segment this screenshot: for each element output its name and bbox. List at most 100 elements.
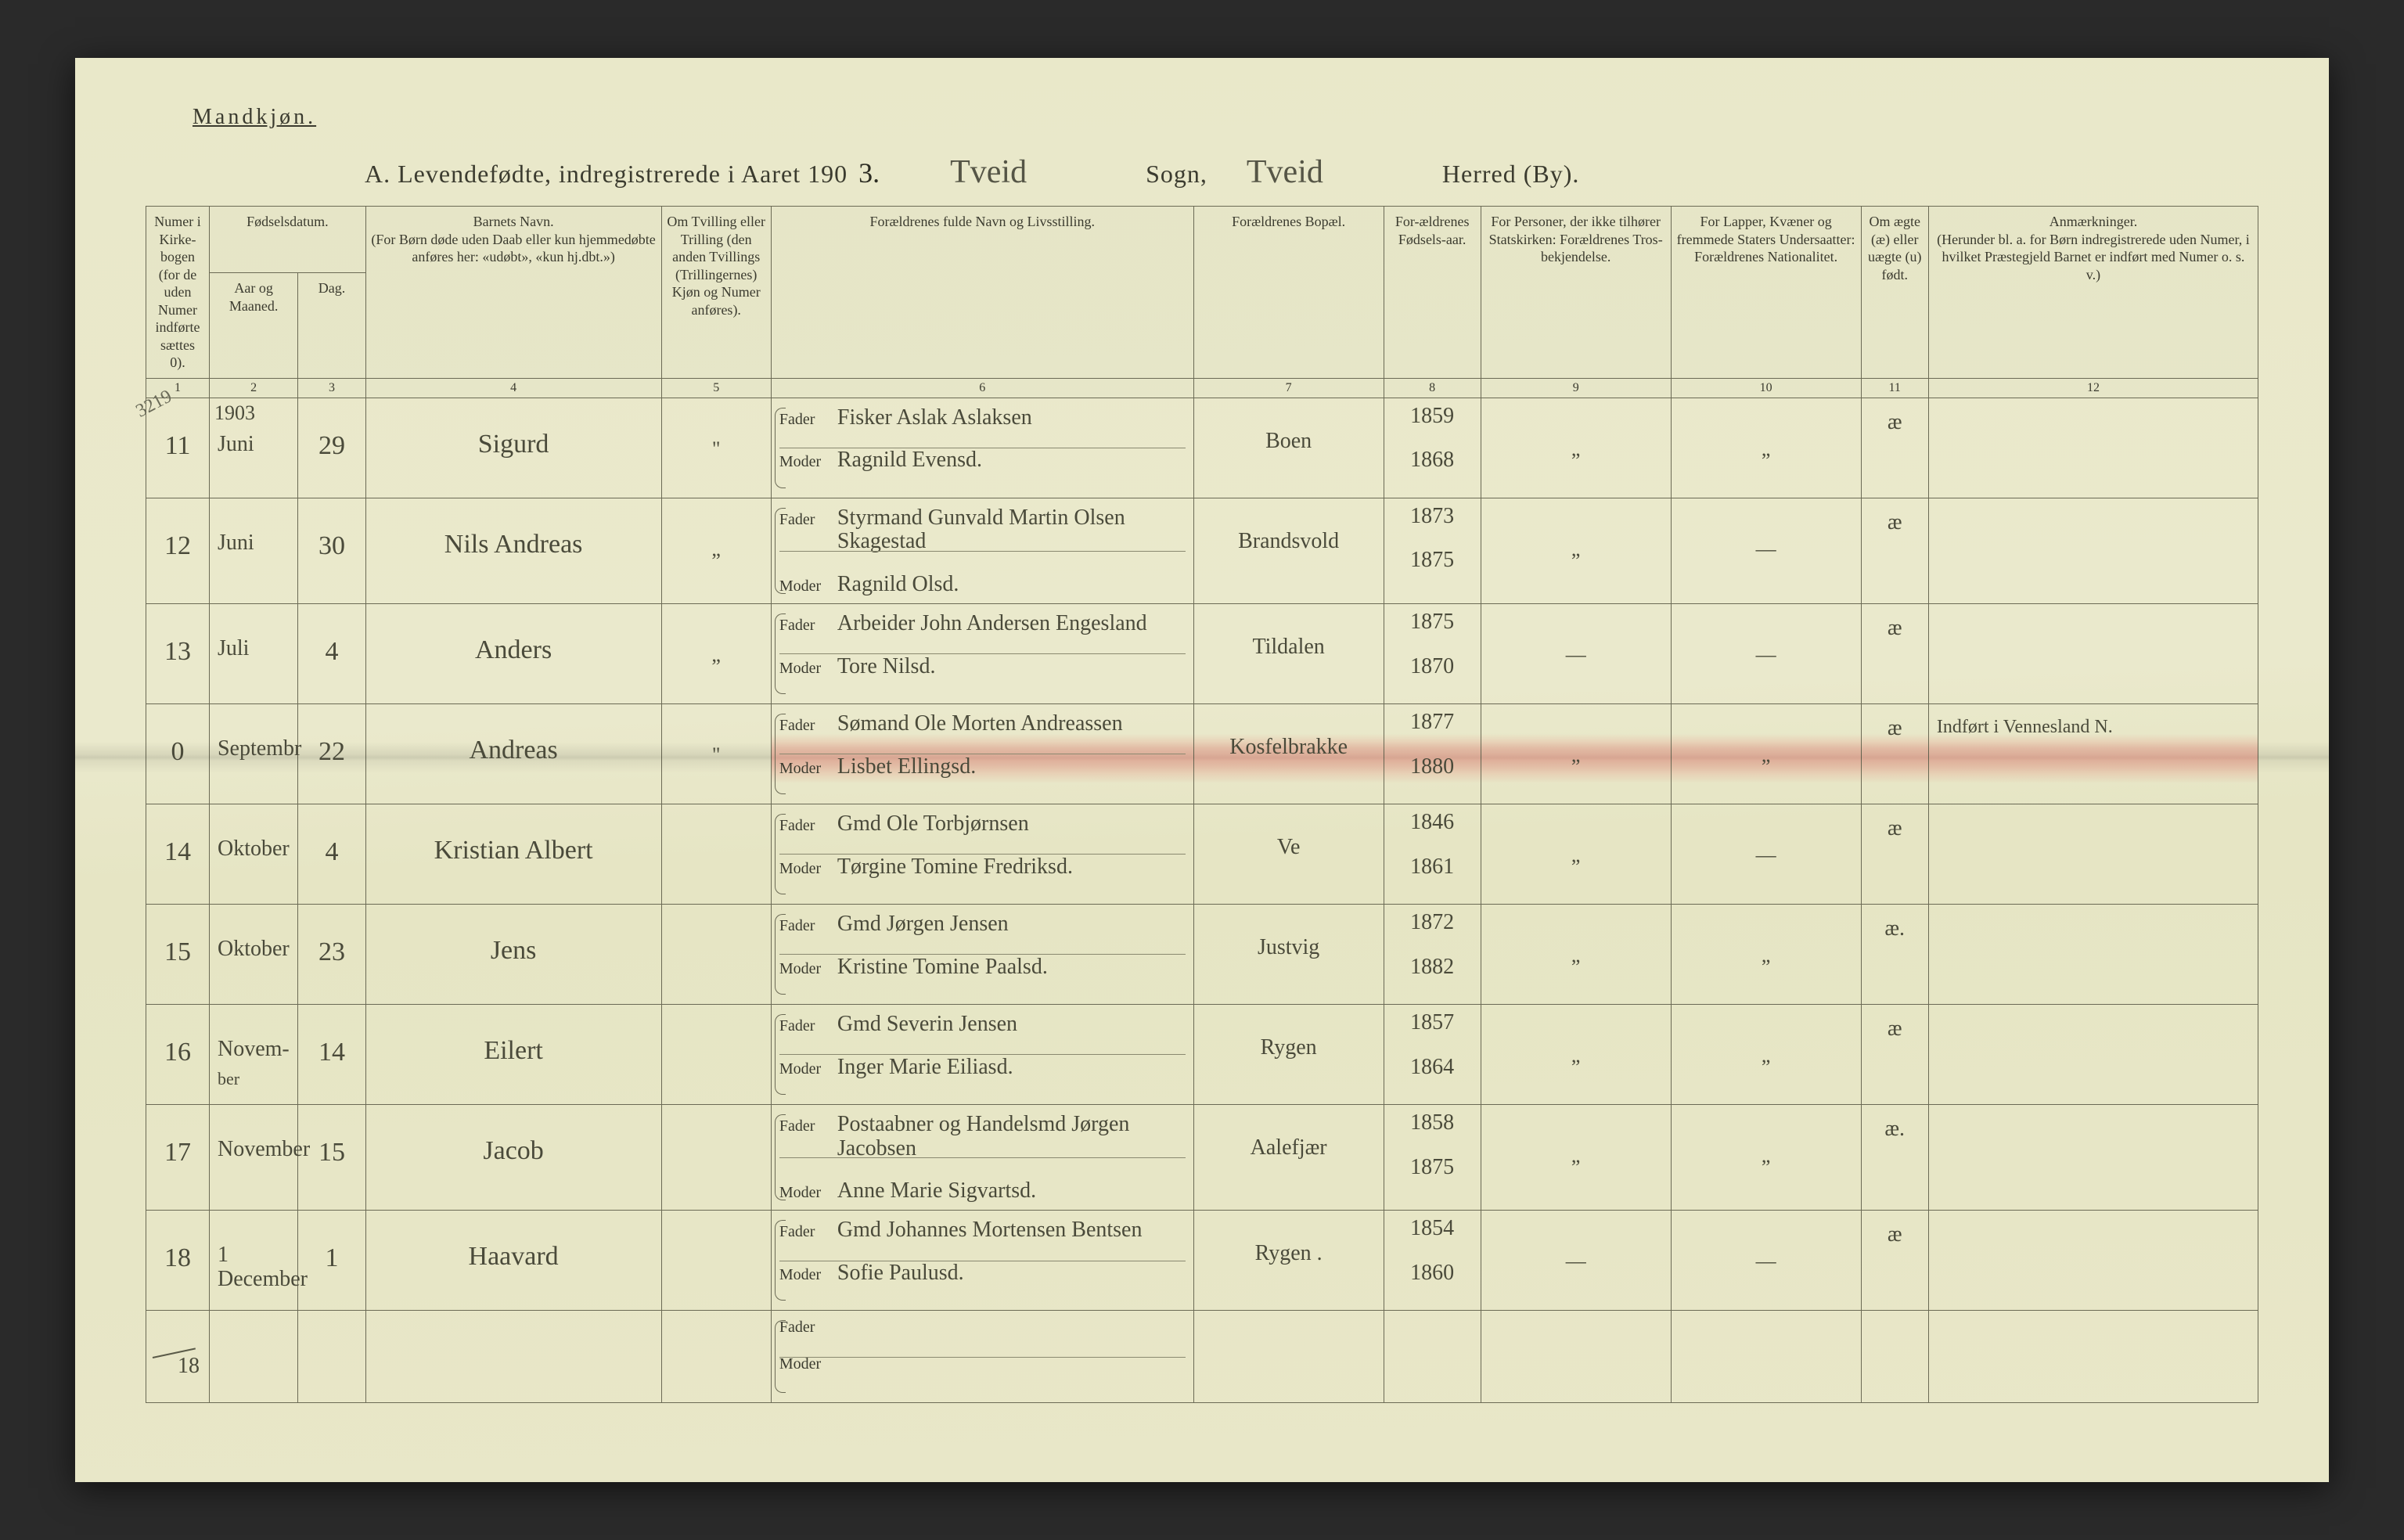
mother-label: Moder [779,960,828,978]
father-name: Gmd Ole Torbjørnsen [837,812,1029,837]
cell-legitimacy: æ. [1861,904,1928,1004]
day-value: 4 [306,637,357,666]
cell-remarks [1928,1311,2258,1403]
entry-number: 15 [154,937,201,966]
nationality-mark: — [1679,844,1853,867]
year-above: 1903 [214,401,255,425]
child-name: Anders [374,635,653,664]
hdr-legit: Om ægte (æ) eller uægte (u) født. [1861,207,1928,379]
residence-value: Rygen [1202,1036,1376,1060]
father-name: Sømand Ole Morten Andreassen [837,712,1123,736]
mother-label: Moder [779,860,828,878]
month-value: Juni [218,531,290,556]
mother-name: Tore Nilsd. [837,655,936,679]
child-name: Eilert [374,1036,653,1065]
colnum: 11 [1861,378,1928,398]
cell-number: 18 [146,1211,210,1311]
cell-parent-years: 18731875 [1384,498,1481,603]
parent-divider [779,854,1186,855]
hdr-twin: Om Tvilling eller Trilling (den anden Tv… [661,207,771,379]
table-row: 13Juli4Anders„FaderArbeider John Anderse… [146,603,2258,703]
cell-parents: FaderGmd Johannes Mortensen BentsenModer… [771,1211,1193,1311]
cell-parent-years: 18541860 [1384,1211,1481,1311]
cell-remarks [1928,804,2258,904]
legitimacy-mark: æ [1870,717,1920,741]
cell-day: 23 [298,904,365,1004]
title-prefix: A. Levendefødte, indregistrerede i Aaret… [365,160,848,189]
table-row: 18FaderModer [146,1311,2258,1403]
cell-twin [661,1311,771,1403]
cell-twin [661,904,771,1004]
mother-label: Moder [779,578,828,595]
cell-twin [661,1004,771,1104]
hdr-childname: Barnets Navn. (For Børn døde uden Daab e… [365,207,661,379]
parent-divider [779,1157,1186,1158]
cell-twin [661,1211,771,1311]
cell-nationality: „ [1671,703,1861,804]
cell-residence [1193,1311,1384,1403]
day-value: 1 [306,1243,357,1272]
cell-residence: Aalefjær [1193,1104,1384,1210]
religion-mark: — [1489,643,1663,667]
cell-nationality: — [1671,1211,1861,1311]
mother-year: 1880 [1392,755,1473,779]
mother-name: Ragnild Evensd. [837,448,982,473]
cell-remarks [1928,498,2258,603]
religion-mark: „ [1489,538,1663,561]
cell-religion: „ [1481,498,1671,603]
entry-number: 16 [154,1038,201,1067]
cell-day: 22 [298,703,365,804]
nationality-mark: — [1679,538,1853,561]
cell-remarks: Indført i Vennesland N. [1928,703,2258,804]
father-year: 1875 [1392,610,1473,635]
colnum: 6 [771,378,1193,398]
entry-number: 13 [154,637,201,666]
register-table: Numer i Kirke-bogen (for de uden Numer i… [146,206,2258,1403]
mother-year: 1860 [1392,1261,1473,1286]
table-row: 14Oktober4Kristian AlbertFaderGmd Ole To… [146,804,2258,904]
month-value: November [218,1138,290,1162]
father-name: Gmd Jørgen Jensen [837,912,1009,937]
cell-residence: Justvig [1193,904,1384,1004]
cell-child-name: Kristian Albert [365,804,661,904]
nationality-mark: — [1679,643,1853,667]
entry-number: 12 [154,531,201,560]
parent-divider [779,1357,1186,1358]
mother-label: Moder [779,660,828,678]
legitimacy-mark: æ. [1870,917,1920,941]
religion-mark: „ [1489,743,1663,767]
cell-nationality: „ [1671,1004,1861,1104]
cell-month: 1903Juni [209,398,297,498]
cell-number: 14 [146,804,210,904]
hdr-remarks: Anmærkninger. (Herunder bl. a. for Børn … [1928,207,2258,379]
month-value: Oktober [218,937,290,962]
cell-legitimacy: æ. [1861,1104,1928,1210]
remarks-text: Indført i Vennesland N. [1937,717,2250,737]
cell-residence: Boen [1193,398,1384,498]
nationality-mark: „ [1679,1044,1853,1067]
cell-month: Novem-ber [209,1004,297,1104]
cell-remarks [1928,603,2258,703]
entry-number: 11 [154,431,201,460]
parent-divider [779,653,1186,654]
day-value: 4 [306,837,357,866]
cell-number: 13 [146,603,210,703]
cell-parent-years: 18721882 [1384,904,1481,1004]
father-year: 1859 [1392,405,1473,429]
mother-label: Moder [779,1184,828,1202]
cell-month: Septembr [209,703,297,804]
sogn-value: Tveid [942,153,1114,192]
father-name: Gmd Severin Jensen [837,1013,1017,1037]
father-label: Fader [779,917,828,935]
cell-number: 16 [146,1004,210,1104]
cell-day: 4 [298,804,365,904]
cell-number: 17 [146,1104,210,1210]
cell-parents: FaderGmd Severin JensenModerInger Marie … [771,1004,1193,1104]
cell-twin [661,804,771,904]
cell-day: 1 [298,1211,365,1311]
cell-parents: FaderPostaabner og Handelsmd Jørgen Jaco… [771,1104,1193,1210]
cell-number: 0 [146,703,210,804]
legitimacy-mark: æ [1870,1223,1920,1247]
twin-mark: " [670,437,763,461]
residence-value: Justvig [1202,936,1376,960]
